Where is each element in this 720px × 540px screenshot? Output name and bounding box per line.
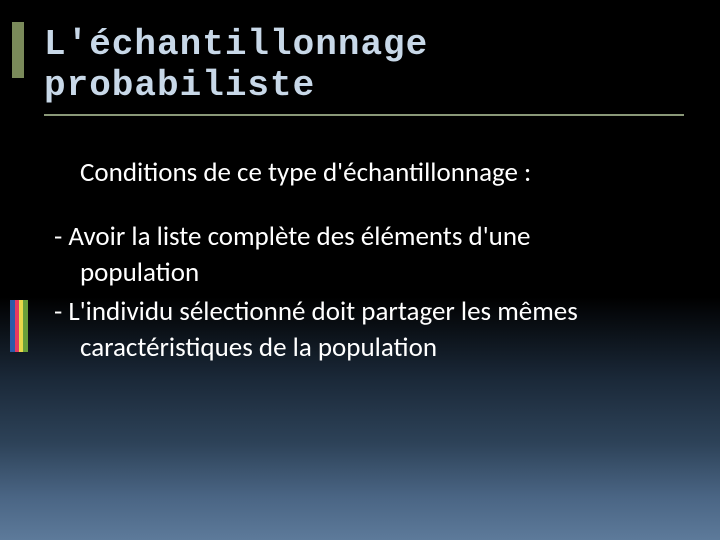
accent-block-top bbox=[12, 22, 24, 78]
bullet-text-cont: population bbox=[80, 255, 690, 291]
subtitle: Conditions de ce type d'échantillonnage … bbox=[80, 156, 690, 189]
bullet-item: - L'individu sélectionné doit partager l… bbox=[54, 294, 690, 367]
bullet-text-lead: - L'individu sélectionné doit partager l… bbox=[54, 295, 578, 328]
slide-body: Conditions de ce type d'échantillonnage … bbox=[80, 156, 690, 367]
slide: L'échantillonnage probabiliste Condition… bbox=[0, 0, 720, 540]
bullet-item: - Avoir la liste complète des éléments d… bbox=[54, 219, 690, 292]
stripe-4 bbox=[23, 300, 28, 352]
accent-stripes-bottom bbox=[10, 300, 28, 352]
bullet-list: - Avoir la liste complète des éléments d… bbox=[54, 219, 690, 367]
slide-title: L'échantillonnage probabiliste bbox=[44, 24, 684, 116]
bullet-text-lead: - Avoir la liste complète des éléments d… bbox=[54, 220, 530, 253]
bullet-text-cont: caractéristiques de la population bbox=[80, 330, 690, 366]
